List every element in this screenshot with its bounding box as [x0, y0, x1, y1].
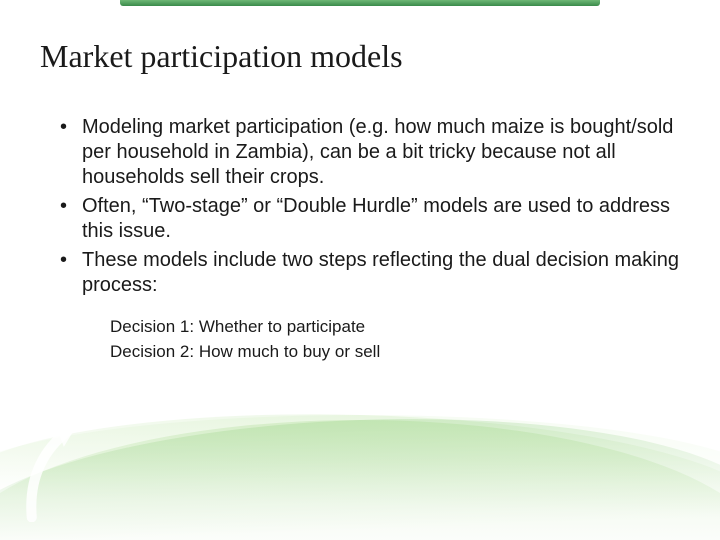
decision-line: Decision 1: Whether to participate — [110, 316, 680, 339]
bullet-item: These models include two steps reflectin… — [60, 248, 680, 298]
slide-title: Market participation models — [40, 38, 680, 75]
bullet-item: Often, “Two-stage” or “Double Hurdle” mo… — [60, 194, 680, 244]
slide-container: Market participation models Modeling mar… — [0, 0, 720, 540]
decision-line: Decision 2: How much to buy or sell — [110, 341, 680, 364]
bullet-list: Modeling market participation (e.g. how … — [40, 115, 680, 298]
bullet-item: Modeling market participation (e.g. how … — [60, 115, 680, 190]
decisions-block: Decision 1: Whether to participate Decis… — [40, 316, 680, 364]
